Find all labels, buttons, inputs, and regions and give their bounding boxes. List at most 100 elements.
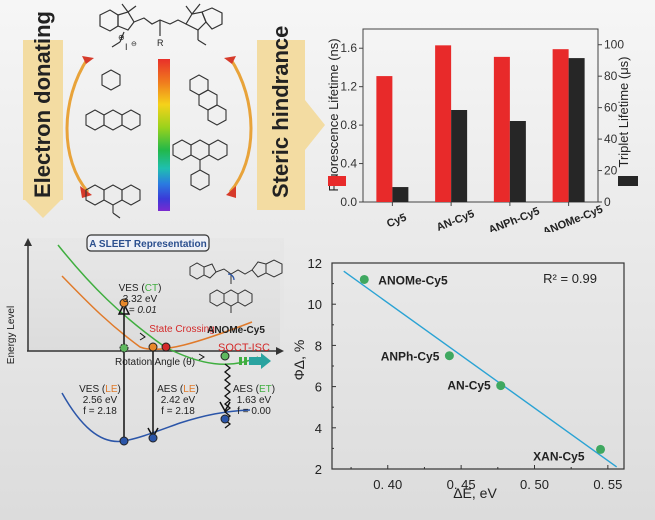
ves-ct-f: f = 0.01	[123, 305, 157, 316]
ves-ct-energy: 3.32 eV	[123, 294, 158, 305]
svg-text:⊖: ⊖	[131, 41, 137, 48]
sleet-title: A SLEET Representation	[89, 239, 206, 250]
phenyl-ring	[101, 69, 121, 91]
state-crossing-point	[161, 342, 171, 352]
electron-donating-banner	[23, 40, 63, 200]
left-y-tick-label: 1.2	[340, 80, 357, 94]
right-curved-arrow	[228, 57, 253, 193]
bar-fluorescence-anph-cy5	[493, 56, 510, 202]
le-curve	[61, 275, 253, 351]
right-y-tick-label: 40	[604, 132, 618, 146]
ground-point-2	[148, 433, 158, 443]
bar-ylabel-right: Triplet Lifetime (μs)	[616, 56, 631, 167]
lifetime-bar-chart: Cy5 AN-Cy5 ANPh-Cy5 ANOMe-Cy5 0.0 0.4 0.8 1.2 1.…	[326, 28, 638, 232]
aes-le-f: f = 2.18	[161, 406, 195, 417]
steric-hindrance-banner	[257, 40, 305, 210]
left-curved-arrow	[65, 57, 90, 193]
steric-hindrance-label: Steric hindrance	[268, 25, 293, 198]
cy5-core-structure	[99, 3, 223, 48]
scatter-point-anome-cy5	[359, 274, 369, 284]
state-crossing-label: State Crossing	[149, 324, 215, 335]
left-y-tick-label: 1.6	[340, 41, 357, 55]
molecule-scheme: ⊕ I ⊖ R	[65, 3, 253, 219]
ves-le-energy: 2.56 eV	[83, 395, 118, 406]
right-y-tick-label: 100	[604, 38, 624, 52]
bar-triplet-anph-cy5	[509, 121, 526, 202]
fit-line	[343, 270, 618, 468]
scatter-x-tick-label: 0. 45	[447, 477, 476, 492]
counter-ion-label: I	[125, 42, 128, 52]
spectrum-bar	[158, 59, 170, 211]
legend-swatch-triplet	[618, 176, 638, 186]
scatter-x-tick-label: 0. 55	[593, 477, 622, 492]
scatter-xlabel: ΔE, eV	[453, 485, 497, 501]
methoxy-anthracene-ring	[85, 184, 141, 219]
bar-fluorescence-anome-cy5	[552, 49, 569, 202]
left-y-tick-label: 0.0	[340, 195, 357, 209]
ves-le-point	[119, 298, 129, 308]
r-squared-annotation: R² = 0.99	[543, 271, 597, 286]
ground-point-3	[220, 414, 230, 424]
scatter-chart: 0. 40 0. 45 0. 50 0. 55 2 4 6 8 10 12 ANOMe-Cy5 AN…	[291, 256, 625, 501]
bar-triplet-anome-cy5	[568, 58, 585, 202]
scatter-y-tick-label: 4	[315, 421, 322, 436]
positive-charge: ⊕	[118, 33, 125, 42]
scatter-point-an-cy5	[496, 381, 506, 391]
scatter-y-tick-label: 8	[315, 338, 322, 353]
scatter-point-label: ANOMe-Cy5	[378, 273, 448, 287]
bar-plot-frame	[362, 28, 599, 203]
aes-le-energy: 2.42 eV	[161, 395, 196, 406]
ves-le-f: f = 2.18	[83, 406, 117, 417]
left-y-tick-label: 0.8	[340, 118, 357, 132]
steric-hindrance-arrowhead	[305, 100, 325, 150]
x-tick-label: ANPh-Cy5	[487, 205, 541, 232]
scatter-point-label: XAN-Cy5	[533, 449, 585, 463]
scatter-point-label: ANPh-Cy5	[381, 350, 440, 364]
electron-donating-arrowhead	[23, 198, 63, 218]
sleet-xlabel: Rotation Angle (θ)	[115, 357, 195, 368]
substituent-label: R	[157, 38, 164, 48]
ground-state-curve	[61, 392, 251, 443]
scatter-y-tick-label: 12	[308, 256, 322, 271]
x-tick-label: Cy5	[385, 212, 408, 231]
legend-swatch-fluorescence	[328, 176, 346, 186]
anome-cy5-structure	[189, 259, 283, 313]
bar-fluorescence-an-cy5	[435, 45, 452, 202]
aes-et-label: AES (ET)	[233, 384, 275, 395]
ves-le-label: VES (LE)	[79, 384, 121, 395]
aes-le-point	[148, 342, 158, 352]
theta-angle-mark	[227, 273, 235, 281]
aes-et-energy: 1.63 eV	[237, 395, 272, 406]
right-y-tick-label: 0	[604, 195, 611, 209]
x-tick-label: ANOMe-Cy5	[541, 203, 604, 232]
anome-cy5-label: ANOMe-Cy5	[207, 325, 265, 336]
ground-point-1	[119, 436, 129, 446]
phenyl-anthracene-ring	[172, 139, 228, 191]
benz-anthracene-ring	[189, 74, 227, 126]
scatter-point-xan-cy5	[596, 444, 606, 454]
scatter-x-tick-label: 0. 40	[373, 477, 402, 492]
substituent-structures	[85, 69, 228, 219]
scatter-point-anph-cy5	[444, 351, 454, 361]
right-y-tick-label: 20	[604, 164, 618, 178]
right-y-tick-label: 80	[604, 69, 618, 83]
scatter-x-tick-label: 0. 50	[520, 477, 549, 492]
sleet-diagram: Energy Level Rotation Angle (θ) A SLEET …	[6, 234, 284, 446]
soct-isc-label: SOCT-ISC	[218, 342, 270, 354]
anthracene-ring	[85, 109, 141, 131]
scatter-y-tick-label: 10	[308, 297, 322, 312]
left-y-tick-label: 0.4	[340, 157, 357, 171]
aes-et-point	[220, 351, 230, 361]
scatter-y-tick-label: 6	[315, 380, 322, 395]
ves-ct-point	[119, 343, 129, 353]
sleet-ylabel: Energy Level	[6, 306, 17, 364]
scatter-ylabel: ΦΔ, %	[291, 340, 307, 381]
scatter-y-tick-label: 2	[315, 462, 322, 477]
bar-triplet-an-cy5	[451, 109, 468, 202]
x-tick-label: AN-Cy5	[435, 208, 476, 232]
scatter-point-label: AN-Cy5	[447, 379, 491, 393]
aes-et-f: f = 0.00	[237, 406, 271, 417]
right-arrowhead	[226, 186, 236, 198]
aes-le-label: AES (LE)	[157, 384, 199, 395]
soct-isc-arrow	[239, 353, 271, 369]
